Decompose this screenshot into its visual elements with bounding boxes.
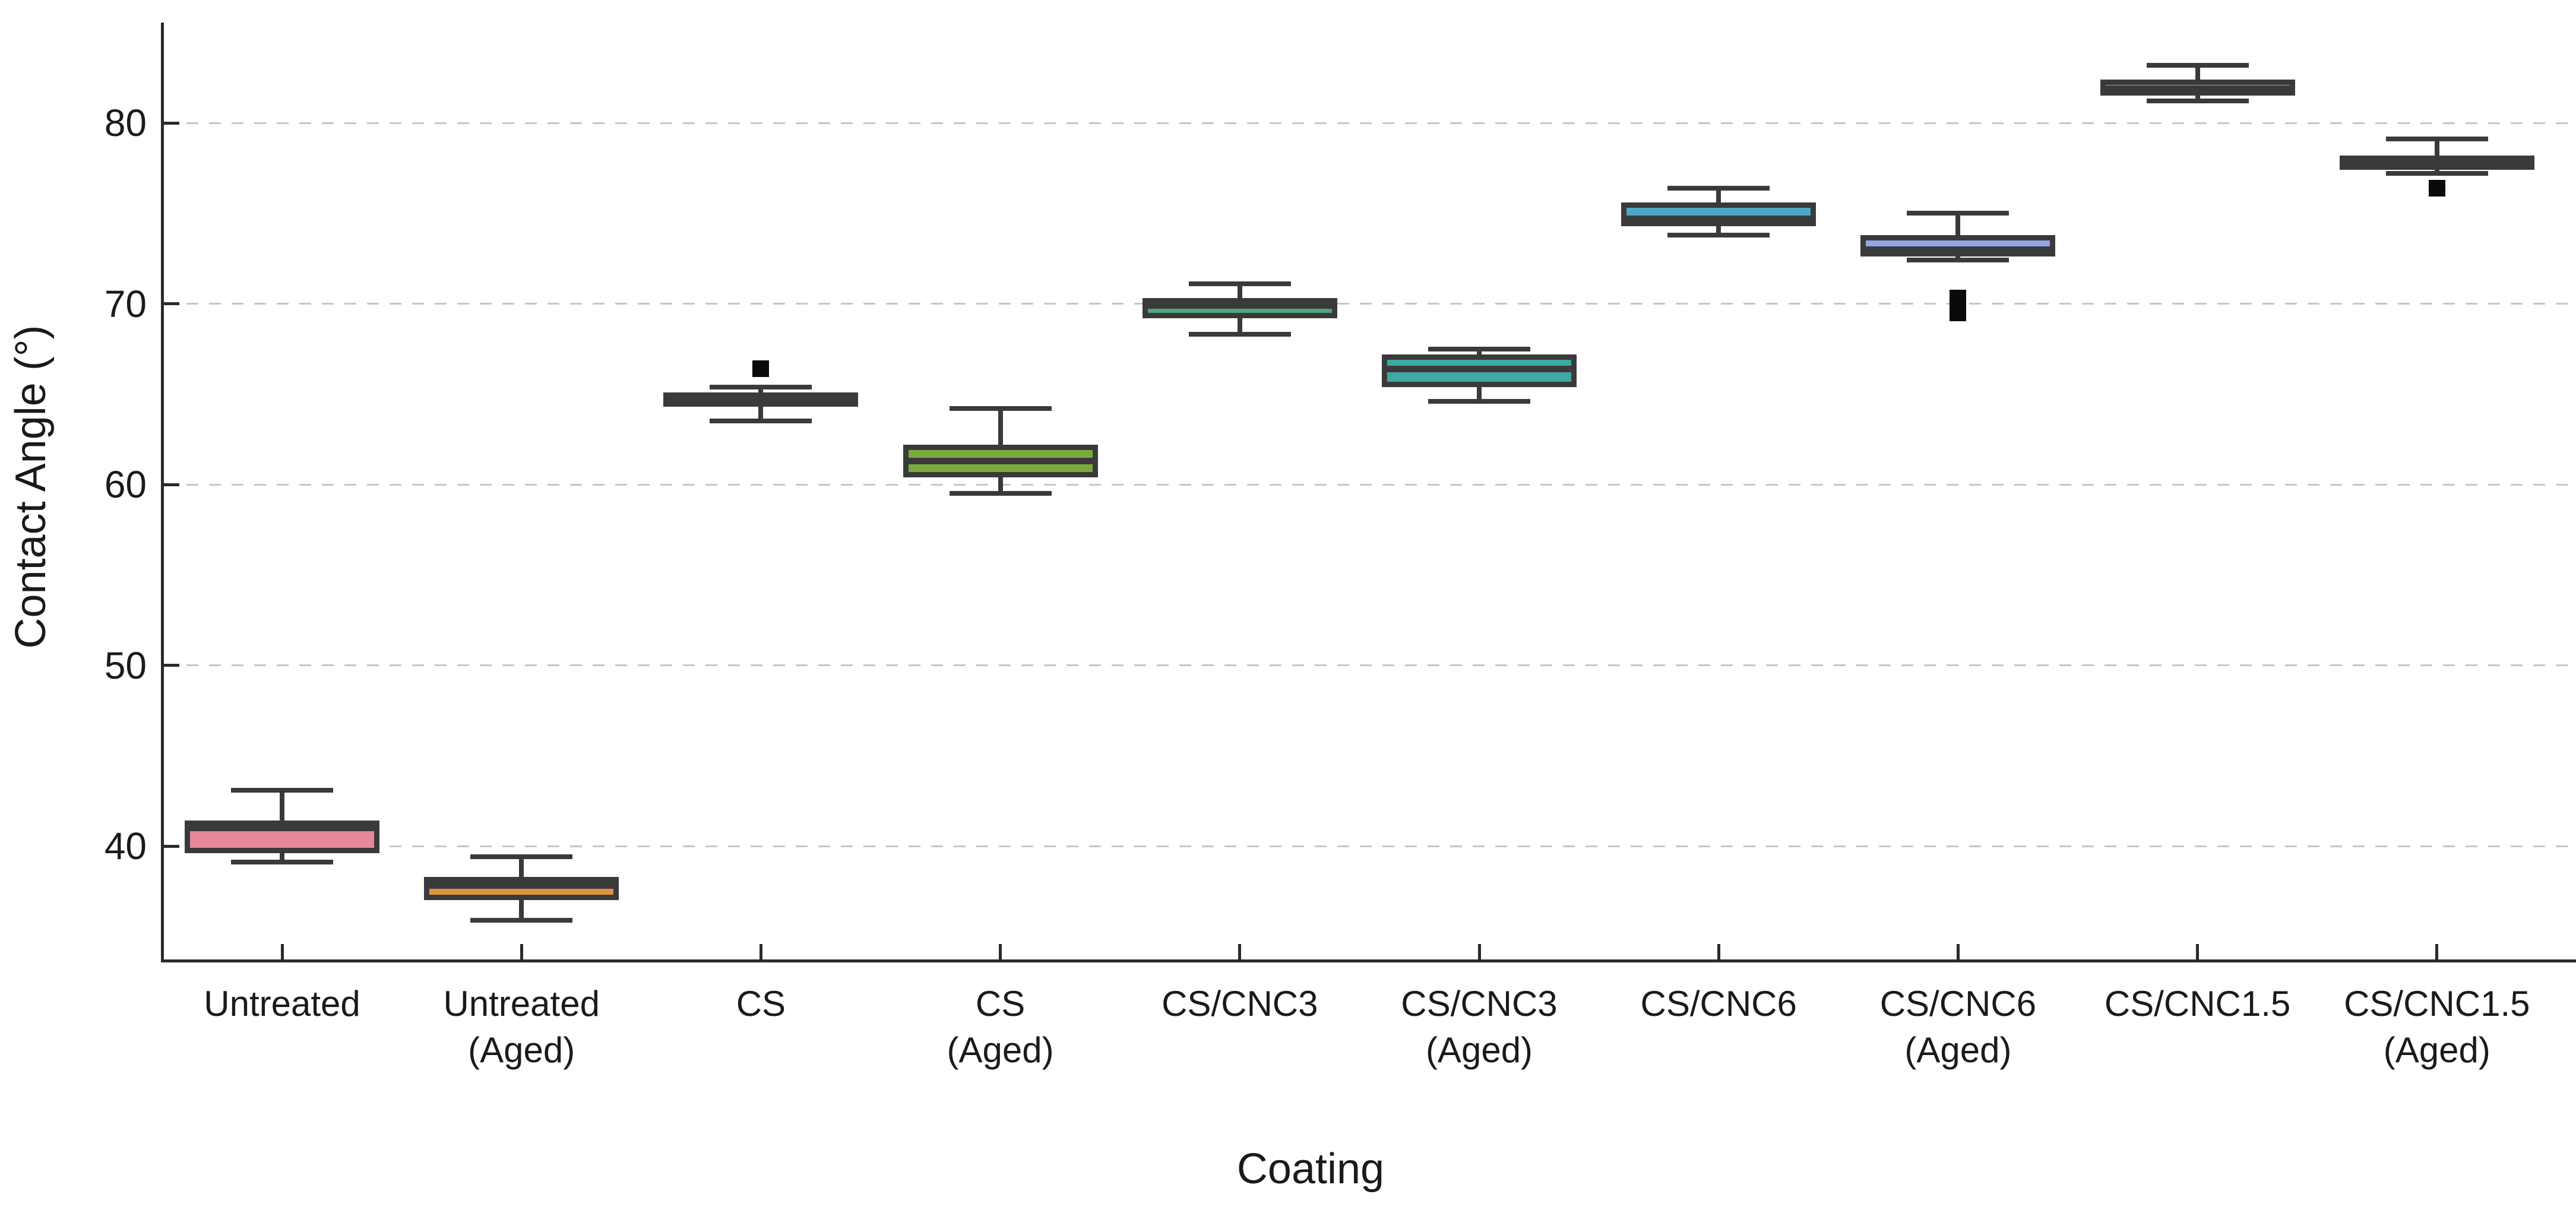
median-line (1621, 215, 1817, 222)
whisker-cap-low (1428, 398, 1530, 404)
x-axis-title: Coating (1236, 1145, 1385, 1193)
x-tick-label-line: CS/CNC3 (1401, 984, 1558, 1024)
y-tick-60 (164, 483, 179, 486)
x-tick-label-untreated: Untreated (128, 981, 436, 1027)
x-tick-label-line: CS/CNC3 (1162, 984, 1318, 1024)
x-tick-label-line: (Aged) (1904, 1030, 2012, 1070)
median-line (663, 396, 859, 403)
x-tick-label-line: CS/CNC6 (1879, 984, 2037, 1024)
y-tick-40 (164, 844, 179, 848)
x-tick-untreated-aged (520, 944, 523, 959)
x-tick-cs-cnc6-aged (1956, 944, 1960, 959)
y-tick-70 (164, 302, 179, 305)
x-tick-label-line: CS/CNC1.5 (2104, 984, 2291, 1024)
whisker-cap-high (1428, 346, 1530, 351)
whisker-cap-low (470, 917, 573, 923)
outlier-marker-0 (1950, 290, 1967, 307)
whisker-cap-low (949, 491, 1052, 496)
x-tick-label-line: CS/CNC6 (1640, 984, 1797, 1024)
whisker-cap-low (710, 419, 812, 424)
whisker-cap-high (1188, 281, 1291, 286)
x-axis-line (161, 959, 2576, 962)
y-tick-50 (164, 664, 179, 667)
whisker-cap-high (470, 854, 573, 860)
x-tick-label-line: Untreated (443, 984, 600, 1024)
whisker-cap-high (1907, 211, 2009, 216)
x-tick-cs (759, 944, 762, 959)
x-tick-label-cs-cnc6-aged: CS/CNC6 (Aged) (1803, 981, 2112, 1073)
x-tick-label-cs: CS (606, 981, 915, 1027)
whisker-cap-high (231, 787, 333, 793)
gridline-y70 (164, 303, 2576, 305)
x-tick-label-cs-cnc3: CS/CNC3 (1086, 981, 1394, 1027)
y-tick-label-60: 60 (104, 463, 147, 506)
x-tick-label-cs-aged: CS (Aged) (846, 981, 1155, 1073)
x-tick-label-line: CS/CNC1.5 (2344, 984, 2530, 1024)
x-tick-cs-cnc1.5 (2196, 944, 2200, 959)
x-tick-label-cs-cnc1.5: CS/CNC1.5 (2043, 981, 2352, 1027)
x-tick-label-line: CS (736, 984, 786, 1024)
x-tick-untreated (280, 944, 284, 959)
whisker-cap-low (1667, 232, 1770, 237)
x-tick-label-line: CS (975, 984, 1026, 1024)
y-tick-label-40: 40 (104, 825, 147, 867)
median-line (2100, 85, 2295, 92)
x-tick-label-line: (Aged) (468, 1030, 575, 1070)
median-line (1860, 246, 2056, 253)
y-tick-80 (164, 121, 179, 125)
x-tick-label-line: Untreated (204, 984, 360, 1024)
y-tick-label-80: 80 (104, 102, 147, 144)
x-tick-label-cs-cnc3-aged: CS/CNC3 (Aged) (1325, 981, 1634, 1073)
whisker-cap-low (2385, 171, 2488, 176)
median-line (2339, 159, 2534, 166)
whisker-cap-high (1667, 185, 1770, 191)
whisker-cap-low (2146, 99, 2249, 104)
median-line (1382, 365, 1577, 372)
y-tick-label-50: 50 (104, 644, 147, 687)
gridline-y50 (164, 664, 2576, 666)
median-line (424, 882, 619, 889)
x-tick-cs-cnc3 (1238, 944, 1242, 959)
x-tick-label-line: (Aged) (1425, 1030, 1533, 1070)
x-tick-cs-cnc3-aged (1477, 944, 1481, 959)
median-line (1142, 302, 1337, 309)
y-tick-label-70: 70 (104, 282, 147, 325)
whisker-cap-high (2146, 62, 2249, 68)
whisker-cap-high (2385, 137, 2488, 142)
whisker-cap-high (949, 406, 1052, 411)
whisker-cap-high (710, 384, 812, 389)
median-line (185, 825, 379, 832)
whisker-cap-low (1907, 258, 2009, 263)
whisker-cap-low (231, 860, 333, 865)
y-axis-title: Contact Angle (°) (7, 325, 55, 649)
y-axis-line (161, 23, 164, 962)
gridline-y60 (164, 483, 2576, 486)
x-tick-label-cs-cnc6: CS/CNC6 (1564, 981, 1873, 1027)
gridline-y80 (164, 122, 2576, 124)
whisker-cap-low (1188, 332, 1291, 337)
box-iqr (1621, 202, 1817, 226)
box-iqr (1860, 235, 2056, 257)
outlier-marker-1 (1950, 304, 1967, 321)
x-tick-label-line: (Aged) (947, 1030, 1054, 1070)
x-tick-label-cs-cnc1.5-aged: CS/CNC1.5 (Aged) (2283, 981, 2576, 1073)
median-line (903, 457, 1098, 464)
x-tick-cs-aged (999, 944, 1002, 959)
gridline-y40 (164, 845, 2576, 847)
x-tick-cs-cnc6 (1717, 944, 1720, 959)
x-tick-label-line: (Aged) (2383, 1030, 2490, 1070)
outlier-marker-0 (2428, 179, 2445, 197)
x-tick-label-untreated-aged: Untreated (Aged) (367, 981, 676, 1073)
x-tick-cs-cnc1.5-aged (2435, 944, 2439, 959)
outlier-marker-0 (752, 360, 770, 378)
